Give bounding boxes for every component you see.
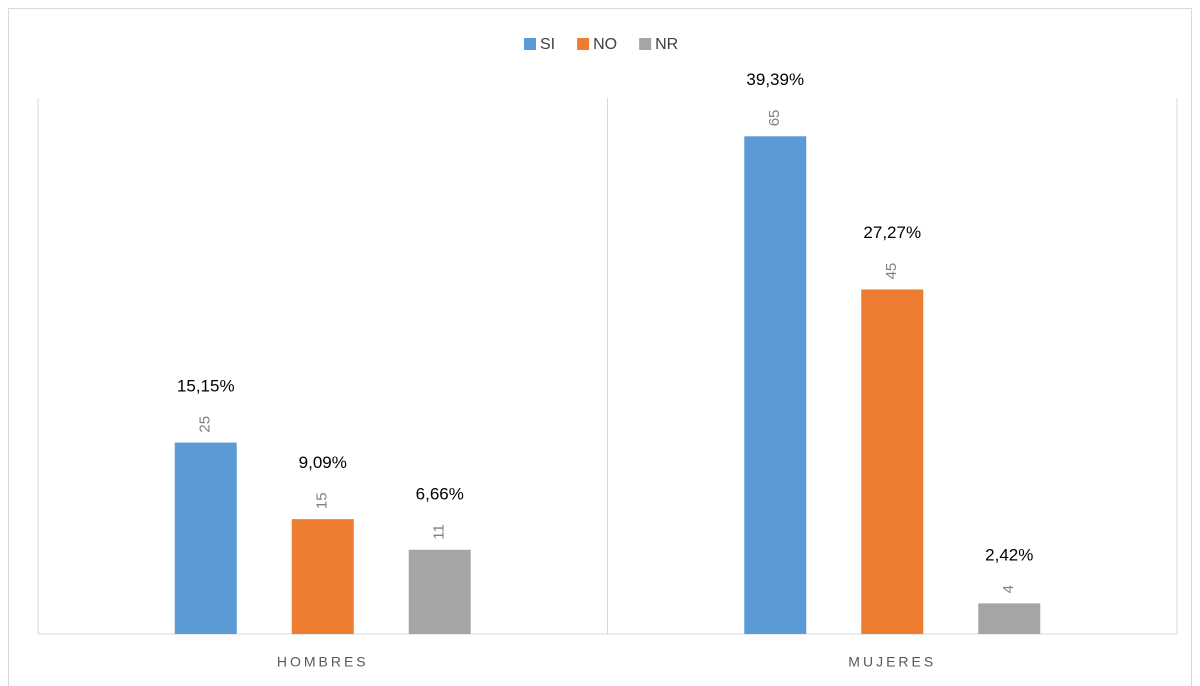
legend-swatch <box>639 38 652 50</box>
legend-label: NO <box>593 36 617 53</box>
legend-label: NR <box>655 36 678 53</box>
data-label: 65 <box>766 110 783 127</box>
bar <box>978 603 1041 634</box>
bar <box>744 136 807 635</box>
percent-label: 27,27% <box>863 223 921 242</box>
percent-label: 39,39% <box>746 70 804 89</box>
legend-swatch <box>524 38 536 50</box>
x-tick-label: HOMBRES <box>277 654 369 670</box>
legend-label: SI <box>540 36 555 53</box>
data-label: 15 <box>314 492 331 509</box>
bar <box>861 289 924 634</box>
bar <box>408 549 471 634</box>
data-label: 11 <box>431 524 448 540</box>
data-label: 25 <box>197 416 214 433</box>
percent-label: 15,15% <box>177 376 235 395</box>
percent-label: 6,66% <box>416 485 464 504</box>
percent-label: 9,09% <box>299 453 347 472</box>
bar <box>291 519 354 634</box>
percent-label: 2,42% <box>985 546 1033 565</box>
legend-swatch <box>577 38 590 50</box>
data-label: 4 <box>1000 585 1017 593</box>
x-tick-label: MUJERES <box>848 654 936 670</box>
data-label: 45 <box>883 263 900 280</box>
bar <box>174 442 237 634</box>
chart-border <box>8 8 1192 686</box>
